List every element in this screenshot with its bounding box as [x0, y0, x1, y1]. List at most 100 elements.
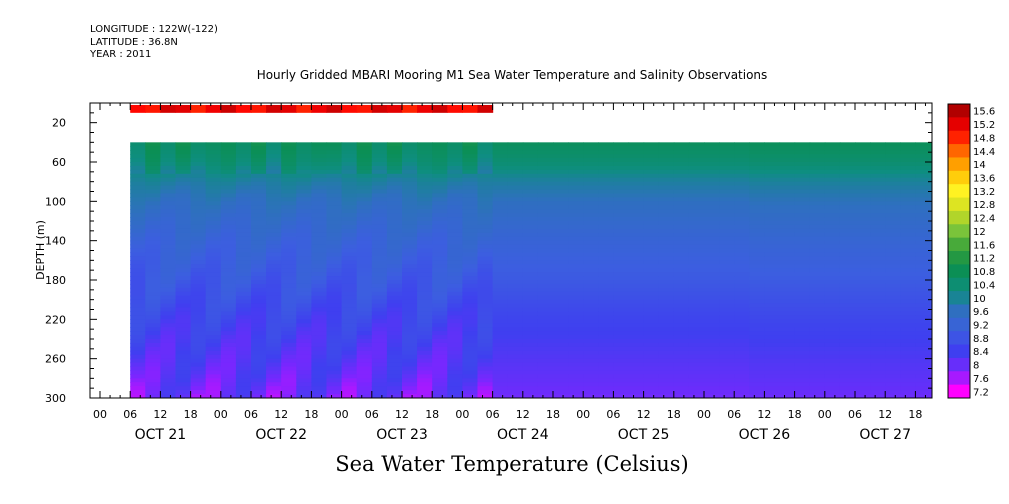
heatmap-cell: [870, 319, 886, 324]
heatmap-cell: [885, 331, 901, 336]
heatmap-cell: [160, 244, 177, 250]
heatmap-cell: [281, 276, 297, 281]
heatmap-cell: [885, 181, 901, 187]
heatmap-cell: [809, 217, 826, 222]
heatmap-cell: [855, 311, 871, 316]
heatmap-cell: [447, 366, 463, 372]
heatmap-cell: [628, 319, 645, 324]
heatmap-cell: [885, 260, 901, 265]
heatmap-cell: [643, 339, 660, 344]
heatmap-cell: [205, 209, 222, 214]
heatmap-cell: [205, 213, 222, 218]
heatmap-cell: [537, 240, 554, 246]
heatmap-cell: [794, 287, 811, 293]
heatmap-cell: [251, 221, 267, 226]
heatmap-cell: [402, 162, 418, 167]
heatmap-cell: [613, 236, 630, 242]
heatmap-cell: [311, 221, 328, 226]
heatmap-cell: [915, 154, 932, 159]
heatmap-cell: [734, 299, 750, 305]
heatmap-cell: [251, 394, 267, 398]
heatmap-cell: [779, 327, 796, 332]
heatmap-cell: [145, 370, 161, 375]
heatmap-cell: [447, 228, 463, 234]
heatmap-cell: [537, 315, 554, 320]
colorbar-swatch: [948, 331, 970, 346]
heatmap-cell: [341, 272, 358, 277]
heatmap-cell: [824, 299, 841, 305]
heatmap-cell: [764, 205, 781, 210]
heatmap-cell: [175, 350, 192, 356]
heatmap-cell: [537, 394, 554, 398]
heatmap-cell: [205, 260, 222, 265]
heatmap-cell: [235, 213, 252, 218]
heatmap-cell: [220, 181, 237, 187]
heatmap-cell: [915, 315, 932, 320]
heatmap-cell: [613, 323, 630, 328]
heatmap-cell: [175, 374, 192, 379]
heatmap-cell: [462, 181, 479, 187]
heatmap-cell: [175, 185, 192, 191]
heatmap-cell: [522, 197, 539, 202]
heatmap-cell: [417, 339, 433, 344]
heatmap-cell: [326, 272, 343, 277]
heatmap-cell: [839, 201, 856, 206]
heatmap-cell: [190, 260, 207, 265]
heatmap-cell: [688, 299, 705, 305]
heatmap-cell: [583, 213, 599, 218]
heatmap-cell: [553, 197, 569, 202]
heatmap-cell: [175, 370, 192, 375]
heatmap-cell: [673, 295, 690, 301]
heatmap-cell: [492, 177, 509, 183]
heatmap-cell: [492, 205, 509, 210]
heatmap-cell: [477, 240, 494, 246]
heatmap-cell: [220, 335, 237, 340]
heatmap-cell: [824, 248, 841, 254]
heatmap-cell: [462, 154, 479, 159]
heatmap-cell: [583, 240, 599, 246]
heatmap-cell: [613, 181, 630, 187]
heatmap-cell: [160, 248, 177, 254]
heatmap-cell: [779, 374, 796, 379]
heatmap-cell: [553, 181, 569, 187]
heatmap-cell: [839, 165, 856, 171]
heatmap-cell: [311, 315, 328, 320]
heatmap-cell: [522, 221, 539, 226]
heatmap-cell: [915, 358, 932, 364]
heatmap-cell: [477, 272, 494, 277]
heatmap-cell: [296, 378, 312, 383]
heatmap-cell: [794, 390, 811, 395]
heatmap-cell: [553, 276, 569, 281]
heatmap-cell: [537, 181, 554, 187]
heatmap-cell: [522, 291, 539, 297]
heatmap-cell: [266, 358, 282, 364]
heatmap-cell: [296, 287, 312, 293]
heatmap-cell: [371, 386, 388, 391]
heatmap-cell: [356, 342, 373, 348]
heatmap-cell: [281, 327, 297, 332]
heatmap-cell: [220, 366, 237, 372]
heatmap-cell: [462, 209, 479, 214]
heatmap-cell: [568, 205, 584, 210]
heatmap-cell: [296, 165, 312, 171]
heatmap-cell: [779, 209, 796, 214]
heatmap-cell: [673, 342, 690, 348]
heatmap-cell: [824, 173, 841, 179]
heatmap-cell: [583, 221, 599, 226]
heatmap-cell: [583, 256, 599, 261]
heatmap-cell: [870, 280, 886, 285]
heatmap-cell: [296, 370, 312, 375]
heatmap-cell: [266, 390, 282, 395]
heatmap-cell: [281, 358, 297, 364]
heatmap-cell: [870, 173, 886, 179]
heatmap-cell: [855, 394, 871, 398]
heatmap-cell: [447, 236, 463, 242]
heatmap-cell: [145, 252, 161, 257]
heatmap-cell: [900, 154, 916, 159]
heatmap-cell: [553, 162, 569, 167]
heatmap-cell: [794, 264, 811, 269]
heatmap-cell: [537, 346, 554, 352]
heatmap-cell: [553, 205, 569, 210]
heatmap-cell: [311, 158, 328, 163]
heatmap-cell: [266, 213, 282, 218]
